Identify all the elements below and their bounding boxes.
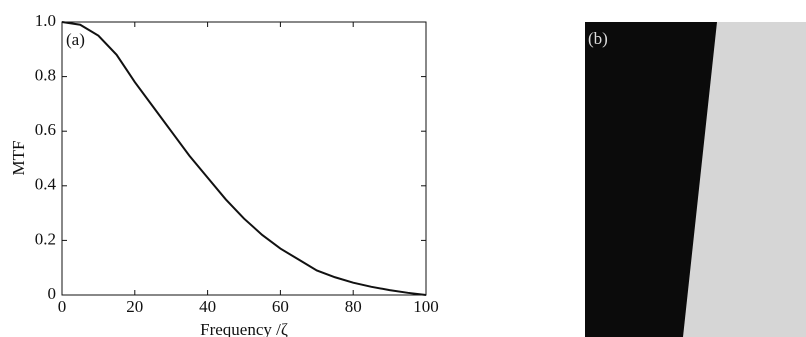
x-tick-label: 0 [58,297,67,316]
y-axis-label: MTF [9,141,28,176]
x-tick-label: 40 [199,297,216,316]
y-tick-label: 0.2 [35,229,56,248]
x-axis-label: Frequency /ζ [200,320,288,337]
y-tick-label: 0.4 [35,175,57,194]
x-tick-label: 100 [413,297,439,316]
plot-frame [62,22,426,295]
y-tick-label: 1.0 [35,11,56,30]
y-tick-label: 0.6 [35,120,56,139]
image-panel: (b) [585,22,806,337]
x-tick-label: 60 [272,297,289,316]
line-series [62,22,426,295]
y-tick-label: 0 [48,284,57,303]
figure: (a) Frequency /ζ MTF (b) 0 20 40 60 80 100 0 0.… [0,0,806,337]
x-tick-label: 80 [345,297,362,316]
panel-label: (a) [66,30,85,49]
panel-label: (b) [588,29,608,48]
y-tick-label: 0.8 [35,66,56,85]
x-tick-label: 20 [126,297,143,316]
